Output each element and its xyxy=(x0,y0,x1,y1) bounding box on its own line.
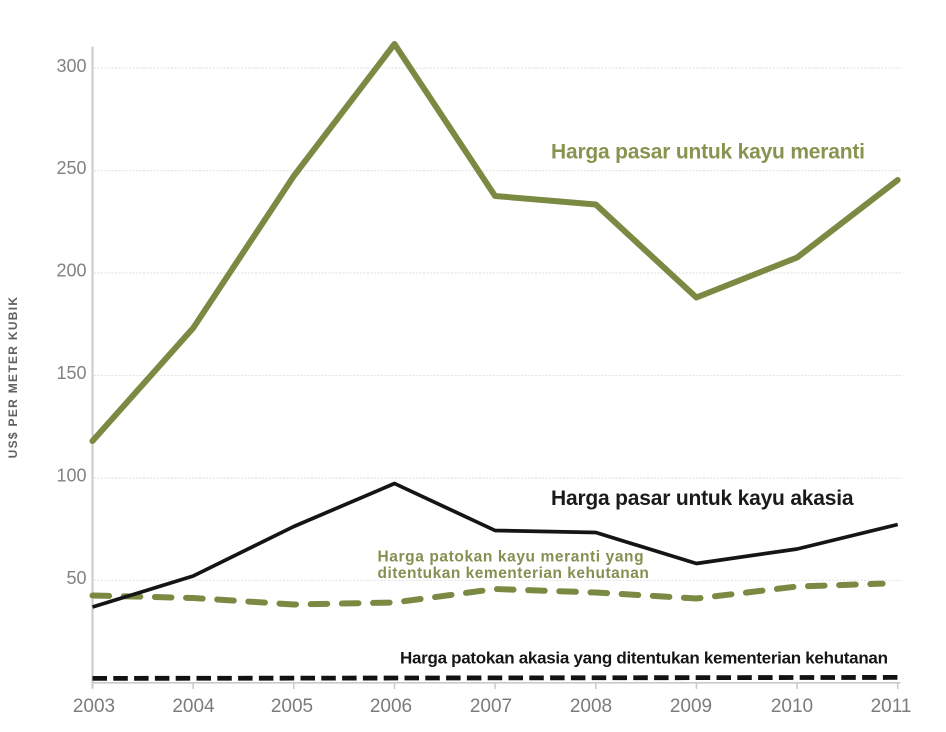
svg-text:2003: 2003 xyxy=(73,696,115,717)
svg-text:300: 300 xyxy=(56,56,86,76)
svg-text:Harga pasar untuk kayu akasia: Harga pasar untuk kayu akasia xyxy=(551,487,854,510)
svg-text:Harga patokan kayu meranti yan: Harga patokan kayu meranti yang xyxy=(378,548,645,565)
svg-text:2005: 2005 xyxy=(271,696,313,717)
svg-text:Harga patokan akasia yang dite: Harga patokan akasia yang ditentukan kem… xyxy=(400,649,888,668)
svg-text:2007: 2007 xyxy=(470,696,512,717)
svg-text:Harga pasar untuk kayu meranti: Harga pasar untuk kayu meranti xyxy=(551,141,865,164)
svg-text:2009: 2009 xyxy=(670,696,712,717)
svg-text:2011: 2011 xyxy=(871,696,912,717)
svg-text:200: 200 xyxy=(56,261,86,281)
svg-text:2008: 2008 xyxy=(570,696,612,717)
svg-text:50: 50 xyxy=(66,568,86,588)
svg-text:100: 100 xyxy=(56,466,86,486)
svg-text:150: 150 xyxy=(56,363,86,383)
svg-text:US$ PER METER KUBIK: US$ PER METER KUBIK xyxy=(6,296,20,459)
svg-text:2004: 2004 xyxy=(172,696,215,717)
svg-text:2006: 2006 xyxy=(370,696,412,717)
svg-text:250: 250 xyxy=(56,158,86,178)
svg-text:ditentukan kementerian kehutan: ditentukan kementerian kehutanan xyxy=(378,565,650,582)
svg-text:2010: 2010 xyxy=(771,696,813,717)
